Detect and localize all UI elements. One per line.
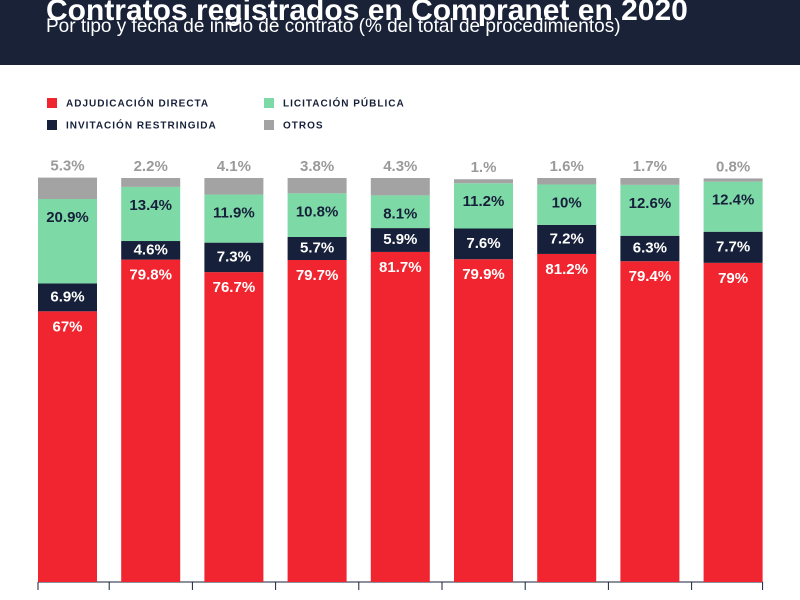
value-label: 79.8% <box>129 267 172 284</box>
bar-segment <box>38 199 97 284</box>
value-label: 79.9% <box>462 266 505 283</box>
value-label: 4.1% <box>217 158 251 175</box>
bar-segment <box>703 181 763 232</box>
value-label: 79.4% <box>629 268 672 285</box>
value-label: 81.7% <box>379 259 422 276</box>
bar-segment <box>620 235 680 262</box>
bar-segment <box>38 177 97 200</box>
value-label: 1.6% <box>550 158 584 175</box>
legend-label: LICITACIÓN PÚBLICA <box>283 97 405 110</box>
value-label: 8.1% <box>383 205 417 222</box>
value-label: 7.3% <box>217 248 251 265</box>
bar-segment <box>537 224 597 254</box>
bar-segment <box>121 241 181 260</box>
bar-segment <box>537 184 597 225</box>
chart-title: Contratos registrados en Compranet en 20… <box>46 0 688 27</box>
bar-segment <box>454 228 513 260</box>
value-label: 12.4% <box>712 192 755 209</box>
bar-segment <box>703 178 763 182</box>
bar-segment <box>620 184 680 236</box>
bar-segment <box>370 178 430 196</box>
value-label: 7.2% <box>550 230 584 247</box>
value-label: 13.4% <box>129 197 172 214</box>
bar-segment <box>454 179 513 184</box>
bar-segment <box>537 253 597 582</box>
value-label: 5.9% <box>383 231 417 248</box>
value-label: 6.3% <box>633 239 667 256</box>
value-label: 4.3% <box>383 158 417 175</box>
value-label: 79.7% <box>296 267 339 284</box>
bar-segment <box>204 272 264 582</box>
bar-segment <box>204 178 264 195</box>
value-label: 11.2% <box>463 193 505 210</box>
legend-swatch <box>47 98 57 108</box>
legend-swatch <box>47 120 57 130</box>
bar-segment <box>370 228 430 252</box>
bar-segment <box>620 178 680 185</box>
value-label: 7.7% <box>716 238 750 255</box>
bar-segment <box>287 193 347 237</box>
value-label: 79% <box>718 270 748 287</box>
bar-segment <box>38 283 97 312</box>
value-label: 4.6% <box>134 241 168 258</box>
bar-segment <box>121 259 181 582</box>
bar-segment <box>204 242 264 273</box>
bar-segment <box>38 311 97 582</box>
bar-segment <box>287 260 347 582</box>
bar-segment <box>204 194 264 243</box>
value-label: 5.7% <box>300 239 334 256</box>
value-label: 1.% <box>471 159 497 176</box>
bar-segment <box>370 195 430 229</box>
bar-segment <box>537 178 597 185</box>
value-label: 2.2% <box>134 158 168 175</box>
bar-segment <box>287 236 347 261</box>
value-label: 3.8% <box>300 158 334 175</box>
chart-subtitle: Por tipo y fecha de inicio de contrato (… <box>46 16 621 37</box>
bar-segment <box>620 261 680 582</box>
legend-label: ADJUDICACIÓN DIRECTA <box>66 97 209 110</box>
value-label: 11.9% <box>213 205 255 222</box>
value-label: 0.8% <box>716 158 750 175</box>
value-label: 1.7% <box>633 158 667 175</box>
value-label: 10% <box>552 194 582 211</box>
legend-swatch <box>264 120 274 130</box>
value-label: 10.8% <box>296 203 339 220</box>
value-label: 20.9% <box>46 209 89 226</box>
value-label: 7.6% <box>466 235 500 252</box>
bar-segment <box>287 178 347 194</box>
legend-swatch <box>264 98 274 108</box>
bar-segment <box>121 186 181 242</box>
bar-segment <box>454 259 513 582</box>
bar-segment <box>454 183 513 229</box>
value-label: 81.2% <box>545 261 588 278</box>
bar-segment <box>121 178 181 187</box>
value-label: 76.7% <box>213 279 256 296</box>
value-label: 6.9% <box>50 288 84 305</box>
header-band <box>0 0 800 65</box>
value-label: 67% <box>52 318 82 335</box>
bar-segment <box>703 231 763 263</box>
bar-segment <box>703 262 763 582</box>
legend-label: OTROS <box>283 121 324 132</box>
bar-segment <box>370 251 430 582</box>
value-label: 5.3% <box>50 158 84 175</box>
legend-label: INVITACIÓN RESTRINGIDA <box>66 119 217 132</box>
value-label: 12.6% <box>629 195 672 212</box>
